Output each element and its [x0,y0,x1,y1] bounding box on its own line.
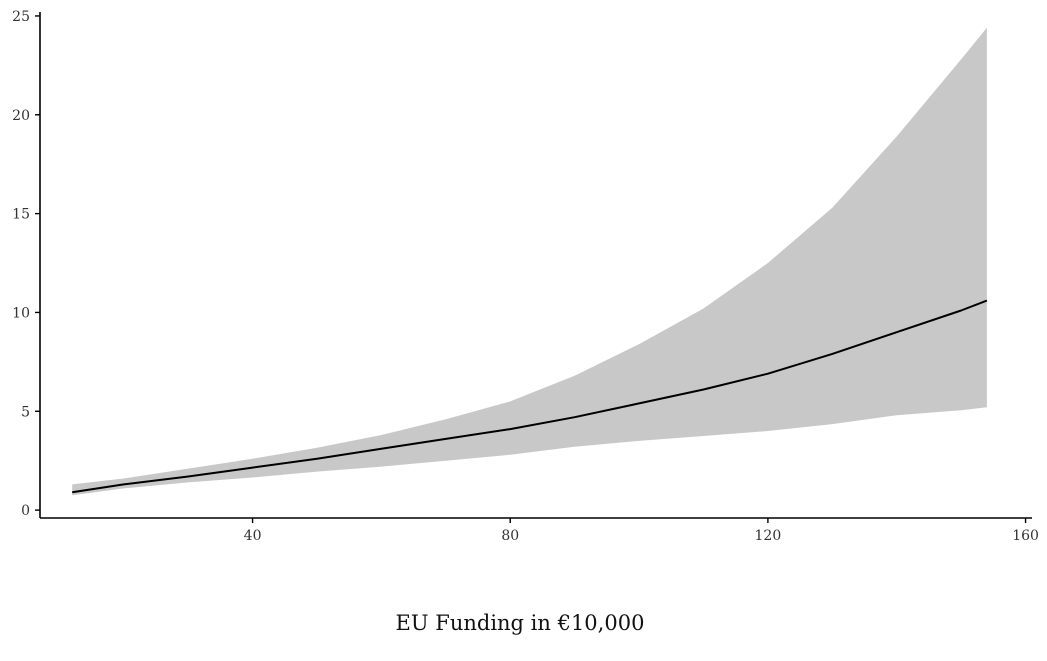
y-tick-label: 0 [21,503,30,519]
x-tick-label: 120 [755,528,782,544]
y-axis-ticks: 0 5 10 15 20 25 [12,9,40,519]
x-tick-label: 80 [501,528,519,544]
confidence-band [72,27,987,496]
confidence-band-layer [72,27,987,496]
y-tick-label: 20 [12,108,30,124]
y-tick-label: 5 [21,404,30,420]
y-tick-label: 25 [12,9,30,25]
y-tick-label: 10 [12,305,30,321]
y-tick-label: 15 [12,207,30,223]
axes [39,12,1032,519]
x-tick-label: 160 [1012,528,1039,544]
x-axis-title: EU Funding in €10,000 [396,611,645,635]
x-axis-ticks: 40 80 120 160 [244,518,1039,544]
fitted-line-layer [72,299,988,494]
x-tick-label: 40 [244,528,262,544]
fitted-line [72,299,988,494]
